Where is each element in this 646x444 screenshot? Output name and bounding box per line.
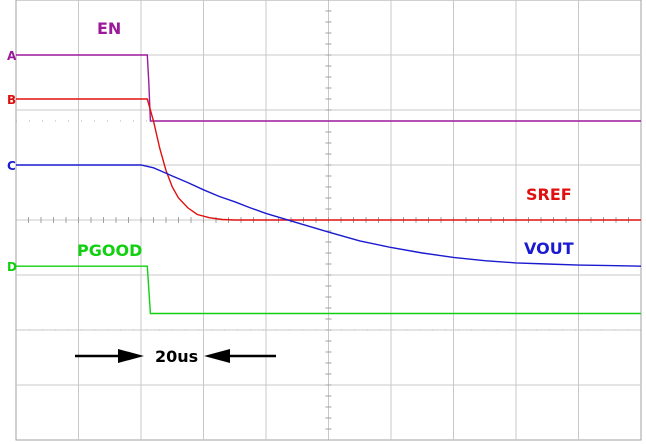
label-sref: SREF	[526, 185, 572, 204]
trace-vout	[16, 164, 642, 267]
channel-marker-a: A	[7, 49, 17, 63]
time-arrow-right-head	[118, 349, 144, 363]
label-pgood: PGOOD	[77, 241, 142, 260]
time-arrow-left-head	[204, 349, 230, 363]
labels: EN A SREF B VOUT C PGOOD D 20us	[7, 19, 574, 366]
trace-sref	[16, 98, 641, 221]
trace-pgood	[16, 265, 641, 315]
channel-marker-c: C	[7, 159, 16, 173]
label-vout: VOUT	[524, 239, 574, 258]
label-en: EN	[97, 19, 121, 38]
channel-marker-d: D	[7, 260, 17, 274]
traces	[16, 54, 642, 315]
trace-en	[16, 54, 641, 122]
channel-marker-b: B	[7, 93, 16, 107]
time-scale-label: 20us	[155, 347, 198, 366]
